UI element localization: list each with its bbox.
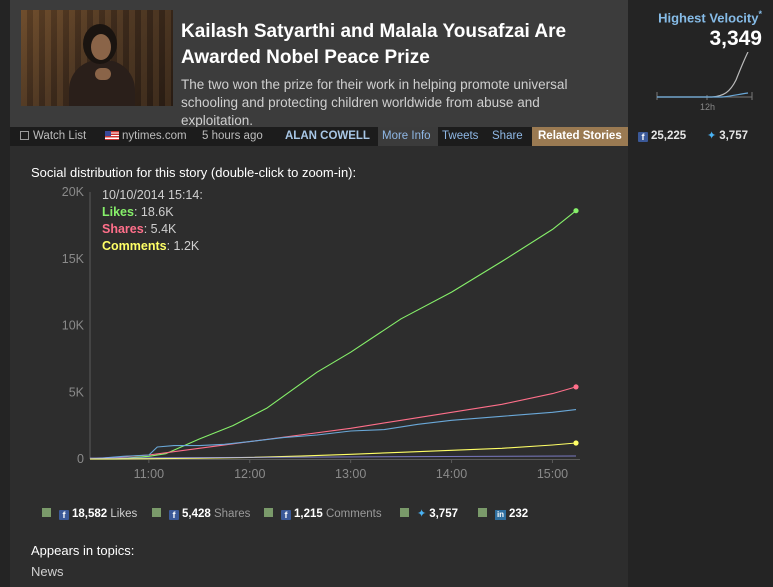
series-line-likes xyxy=(90,210,577,460)
x-tick-label: 12:00 xyxy=(234,467,265,481)
chart-title: Social distribution for this story (doub… xyxy=(31,165,357,180)
facebook-icon: f xyxy=(169,510,179,520)
y-tick-label: 0 xyxy=(77,452,84,466)
legend-toggle-icon xyxy=(264,508,273,517)
highest-velocity-label: Highest Velocity* xyxy=(658,9,762,26)
x-tick-label: 15:00 xyxy=(537,467,568,481)
tooltip-shares: Shares: 5.4K xyxy=(102,222,177,236)
highest-velocity-value: 3,349 xyxy=(709,27,762,50)
series-line-shares xyxy=(89,386,577,460)
story-meta-bar: Watch List nytimes.com 5 hours ago ALAN … xyxy=(10,127,748,146)
twitter-count-value: 3,757 xyxy=(719,130,748,142)
tooltip-comments: Comments: 1.2K xyxy=(102,239,200,253)
topics-heading: Appears in topics: xyxy=(31,543,135,558)
series-endpoint-comments xyxy=(573,440,579,446)
x-tick-label: 11:00 xyxy=(134,467,164,481)
legend-item-comments[interactable]: f 1,215 Comments xyxy=(264,506,382,522)
series-endpoint-shares xyxy=(573,384,579,390)
y-tick-label: 20K xyxy=(62,185,85,199)
facebook-count-value: 25,225 xyxy=(651,130,687,142)
y-tick-label: 10K xyxy=(62,319,85,333)
related-stories-button[interactable]: Related Stories xyxy=(532,127,628,146)
spark-line-secondary xyxy=(657,92,749,98)
tooltip-timestamp: 10/10/2014 15:14: xyxy=(102,188,203,202)
time-ago: 5 hours ago xyxy=(202,130,263,142)
tooltip-likes: Likes: 18.6K xyxy=(102,205,174,219)
twitter-icon: ✦ xyxy=(707,130,717,142)
us-flag-icon xyxy=(105,131,119,140)
social-distribution-chart[interactable]: 0 5K 10K 15K 20K 11:00 12:00 13:00 14:00 15:00 xyxy=(20,182,620,488)
tweets-tab[interactable]: Tweets xyxy=(442,130,479,142)
x-tick-label: 13:00 xyxy=(335,467,366,481)
legend-toggle-icon xyxy=(400,508,409,517)
facebook-icon: f xyxy=(59,510,69,520)
twitter-count: ✦ 3,757 xyxy=(707,127,748,146)
legend-item-linkedin[interactable]: in 232 xyxy=(478,506,528,522)
facebook-icon: f xyxy=(638,132,648,142)
watch-list-toggle[interactable]: Watch List xyxy=(20,127,86,146)
legend-item-likes[interactable]: f 18,582 Likes xyxy=(42,506,137,522)
story-title[interactable]: Kailash Satyarthi and Malala Yousafzai A… xyxy=(181,21,567,68)
legend-item-twitter[interactable]: ✦ 3,757 xyxy=(400,506,458,522)
author-link[interactable]: ALAN COWELL xyxy=(285,130,370,142)
source-label: nytimes.com xyxy=(122,130,187,142)
y-tick-label: 15K xyxy=(62,252,85,266)
linkedin-icon: in xyxy=(495,510,506,520)
facebook-count: f 25,225 xyxy=(638,127,686,146)
spark-line-main xyxy=(657,52,749,98)
share-tab[interactable]: Share xyxy=(492,130,523,142)
legend-item-shares[interactable]: f 5,428 Shares xyxy=(152,506,250,522)
more-info-tab[interactable]: More Info xyxy=(378,127,438,146)
series-line-comments xyxy=(89,442,577,460)
twitter-icon: ✦ xyxy=(417,508,427,520)
legend-toggle-icon xyxy=(478,508,487,517)
velocity-sparkline: 12h xyxy=(656,52,753,112)
legend-toggle-icon xyxy=(152,508,161,517)
watch-list-label: Watch List xyxy=(33,130,87,142)
checkbox-icon xyxy=(20,131,29,140)
x-tick-label: 14:00 xyxy=(436,467,467,481)
y-tick-label: 5K xyxy=(69,385,85,399)
chart-tooltip: 10/10/2014 15:14: Likes: 18.6K Shares: 5… xyxy=(102,187,203,255)
series-line-baseline xyxy=(89,455,577,459)
topic-link-news[interactable]: News xyxy=(31,564,64,579)
series-line-tweets xyxy=(89,409,577,460)
story-thumbnail[interactable] xyxy=(21,10,173,106)
spark-axis-label: 12h xyxy=(700,102,715,112)
facebook-icon: f xyxy=(281,510,291,520)
series-endpoint-likes xyxy=(573,208,579,214)
source-link[interactable]: nytimes.com xyxy=(105,127,187,146)
story-summary: The two won the prize for their work in … xyxy=(181,77,568,128)
legend-toggle-icon xyxy=(42,508,51,517)
